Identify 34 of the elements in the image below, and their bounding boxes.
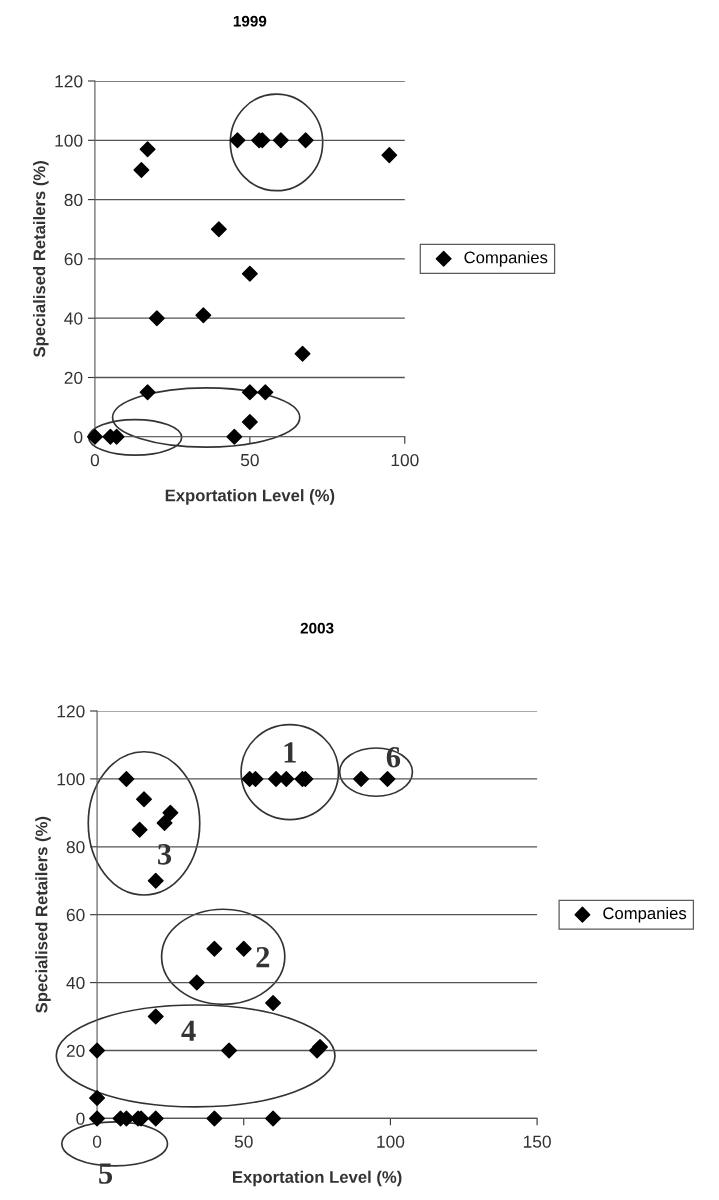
- x-tick-label: 50: [240, 453, 259, 467]
- y-axis-title: Specialised Retailers (%): [33, 161, 49, 358]
- chart-title: 1999: [233, 15, 267, 27]
- x-tick-label: 0: [90, 453, 100, 467]
- y-tick-label: 120: [55, 75, 83, 88]
- legend-label: Companies: [603, 906, 687, 923]
- y-tick-label: 40: [64, 312, 83, 325]
- annotation: 6: [386, 747, 401, 768]
- y-tick-label: 20: [66, 1044, 85, 1057]
- legend-label: Companies: [464, 251, 548, 267]
- chart-title: 2003: [300, 622, 334, 634]
- y-tick-label: 0: [76, 1112, 85, 1125]
- x-tick-label: 100: [377, 1135, 405, 1148]
- x-axis-title: Exportation Level (%): [165, 489, 335, 505]
- x-tick-label: 50: [234, 1135, 253, 1148]
- y-tick-label: 60: [66, 908, 85, 922]
- y-tick-label: 20: [64, 371, 83, 384]
- annotation: 2: [256, 946, 270, 968]
- y-axis-title: Specialised Retailers (%): [35, 816, 51, 1013]
- annotation: 4: [181, 1020, 196, 1041]
- annotation: 1: [284, 742, 296, 763]
- x-tick-label: 150: [523, 1135, 551, 1148]
- y-tick-label: 60: [64, 253, 83, 266]
- x-axis-title: Exportation Level (%): [233, 1170, 402, 1187]
- y-tick-label: 80: [66, 840, 85, 854]
- y-tick-label: 100: [57, 773, 85, 786]
- y-tick-label: 40: [66, 976, 85, 990]
- x-tick-label: 100: [391, 453, 419, 467]
- y-tick-label: 0: [74, 430, 83, 444]
- annotation: 3: [158, 844, 172, 865]
- y-tick-label: 120: [57, 705, 85, 718]
- y-tick-label: 100: [55, 134, 83, 147]
- x-tick-label: 0: [92, 1135, 102, 1148]
- y-tick-label: 80: [64, 193, 83, 207]
